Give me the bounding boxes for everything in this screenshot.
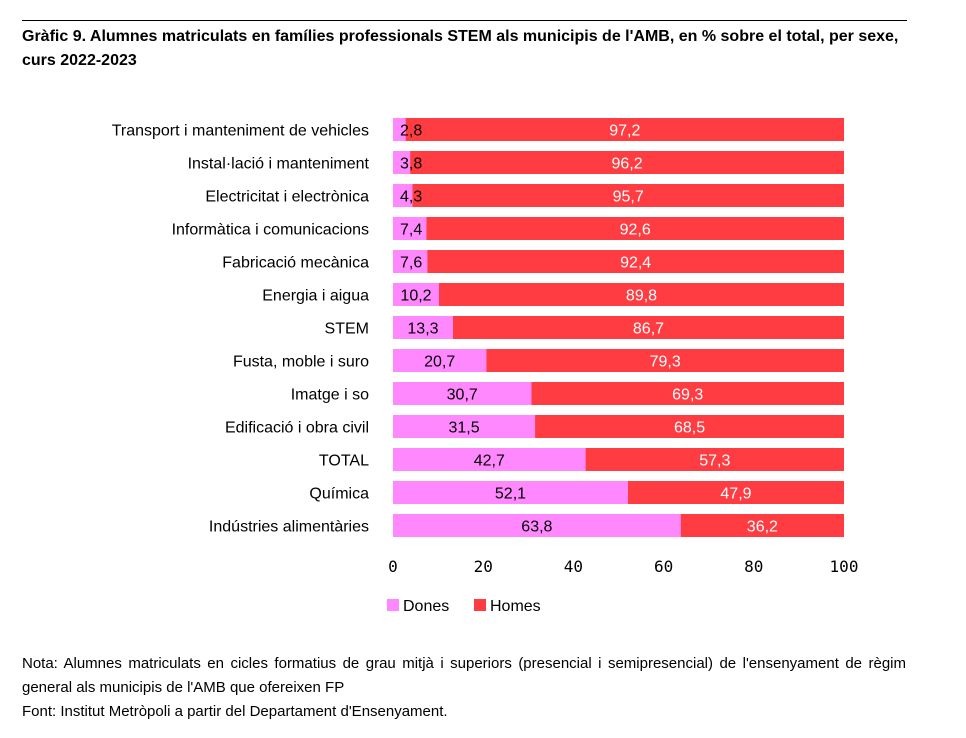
bar-dones — [393, 514, 681, 537]
stacked-bar-chart: Transport i manteniment de vehicles 2,8 97… — [112, 118, 859, 615]
category-label: Edificació i obra civil — [225, 420, 369, 437]
category-label: Indústries alimentàries — [209, 519, 369, 536]
data-label-homes: 92,4 — [620, 255, 651, 272]
category-label: Química — [309, 486, 369, 503]
data-label-dones: 31,5 — [448, 420, 479, 437]
category-label: Electricitat i electrònica — [205, 189, 369, 206]
bar-homes — [426, 217, 844, 240]
data-label-dones: 4,3 — [400, 189, 422, 206]
category-label: Fabricació mecànica — [222, 255, 369, 272]
bar-dones — [393, 382, 532, 405]
data-label-homes: 79,3 — [650, 354, 681, 371]
x-tick-label: 40 — [564, 557, 583, 576]
data-label-homes: 95,7 — [613, 189, 644, 206]
data-label-homes: 57,3 — [699, 453, 730, 470]
source-text: Font: Institut Metròpoli a partir del De… — [22, 703, 448, 720]
data-label-dones: 52,1 — [495, 486, 526, 503]
bar-dones — [393, 481, 628, 504]
title-rule — [22, 20, 907, 21]
bar-homes — [627, 481, 844, 504]
bar-homes — [439, 283, 844, 306]
category-label: TOTAL — [319, 453, 369, 470]
category-label: Imatge i so — [291, 387, 369, 404]
x-tick-label: 100 — [830, 557, 859, 576]
data-label-dones: 20,7 — [424, 354, 455, 371]
bar-dones — [393, 415, 536, 438]
bar-homes — [585, 448, 844, 471]
bar-dones — [393, 184, 413, 207]
data-label-dones: 7,4 — [400, 222, 422, 239]
legend-swatch-homes — [474, 599, 486, 611]
bar-homes — [680, 514, 844, 537]
data-label-dones: 7,6 — [400, 255, 422, 272]
category-label: Informàtica i comunicacions — [172, 222, 369, 239]
data-label-homes: 68,5 — [674, 420, 705, 437]
category-label: Fusta, moble i suro — [233, 354, 369, 371]
data-label-dones: 3,8 — [400, 156, 422, 173]
data-label-dones: 13,3 — [407, 321, 438, 338]
bar-dones — [393, 118, 406, 141]
data-label-homes: 89,8 — [626, 288, 657, 305]
category-label: Energia i aigua — [262, 288, 369, 305]
legend-label-homes: Homes — [490, 598, 541, 615]
category-label: STEM — [325, 321, 369, 338]
data-label-dones: 30,7 — [447, 387, 478, 404]
bar-homes — [452, 316, 844, 339]
data-label-homes: 92,6 — [620, 222, 651, 239]
data-label-homes: 96,2 — [611, 156, 642, 173]
bar-dones — [393, 349, 487, 372]
x-tick-label: 0 — [388, 557, 398, 576]
legend-label-dones: Dones — [403, 598, 449, 615]
data-label-homes: 36,2 — [747, 519, 778, 536]
data-label-dones: 2,8 — [400, 123, 422, 140]
bar-homes — [405, 118, 844, 141]
category-label: Instal·lació i manteniment — [188, 156, 370, 173]
data-label-homes: 69,3 — [672, 387, 703, 404]
x-tick-label: 60 — [654, 557, 673, 576]
data-label-dones: 63,8 — [521, 519, 552, 536]
category-label: Transport i manteniment de vehicles — [112, 123, 369, 140]
bar-dones — [393, 316, 453, 339]
data-label-homes: 47,9 — [720, 486, 751, 503]
x-tick-label: 20 — [474, 557, 493, 576]
notes: Nota: Alumnes matriculats en cicles form… — [22, 652, 906, 724]
chart-title: Gràfic 9. Alumnes matriculats en famílie… — [22, 28, 899, 69]
bar-homes — [412, 184, 844, 207]
bar-homes — [410, 151, 844, 174]
bar-dones — [393, 448, 586, 471]
data-label-homes: 86,7 — [633, 321, 664, 338]
bar-homes — [486, 349, 844, 372]
bar-dones — [393, 217, 427, 240]
bar-homes — [427, 250, 844, 273]
x-tick-label: 80 — [744, 557, 763, 576]
note-text: Nota: Alumnes matriculats en cicles form… — [22, 655, 906, 696]
bar-dones — [393, 283, 440, 306]
bar-homes — [535, 415, 844, 438]
data-label-homes: 97,2 — [609, 123, 640, 140]
bar-dones — [393, 250, 428, 273]
data-label-dones: 42,7 — [474, 453, 505, 470]
data-label-dones: 10,2 — [400, 288, 431, 305]
legend-swatch-dones — [387, 599, 399, 611]
bar-homes — [531, 382, 844, 405]
bar-dones — [393, 151, 411, 174]
